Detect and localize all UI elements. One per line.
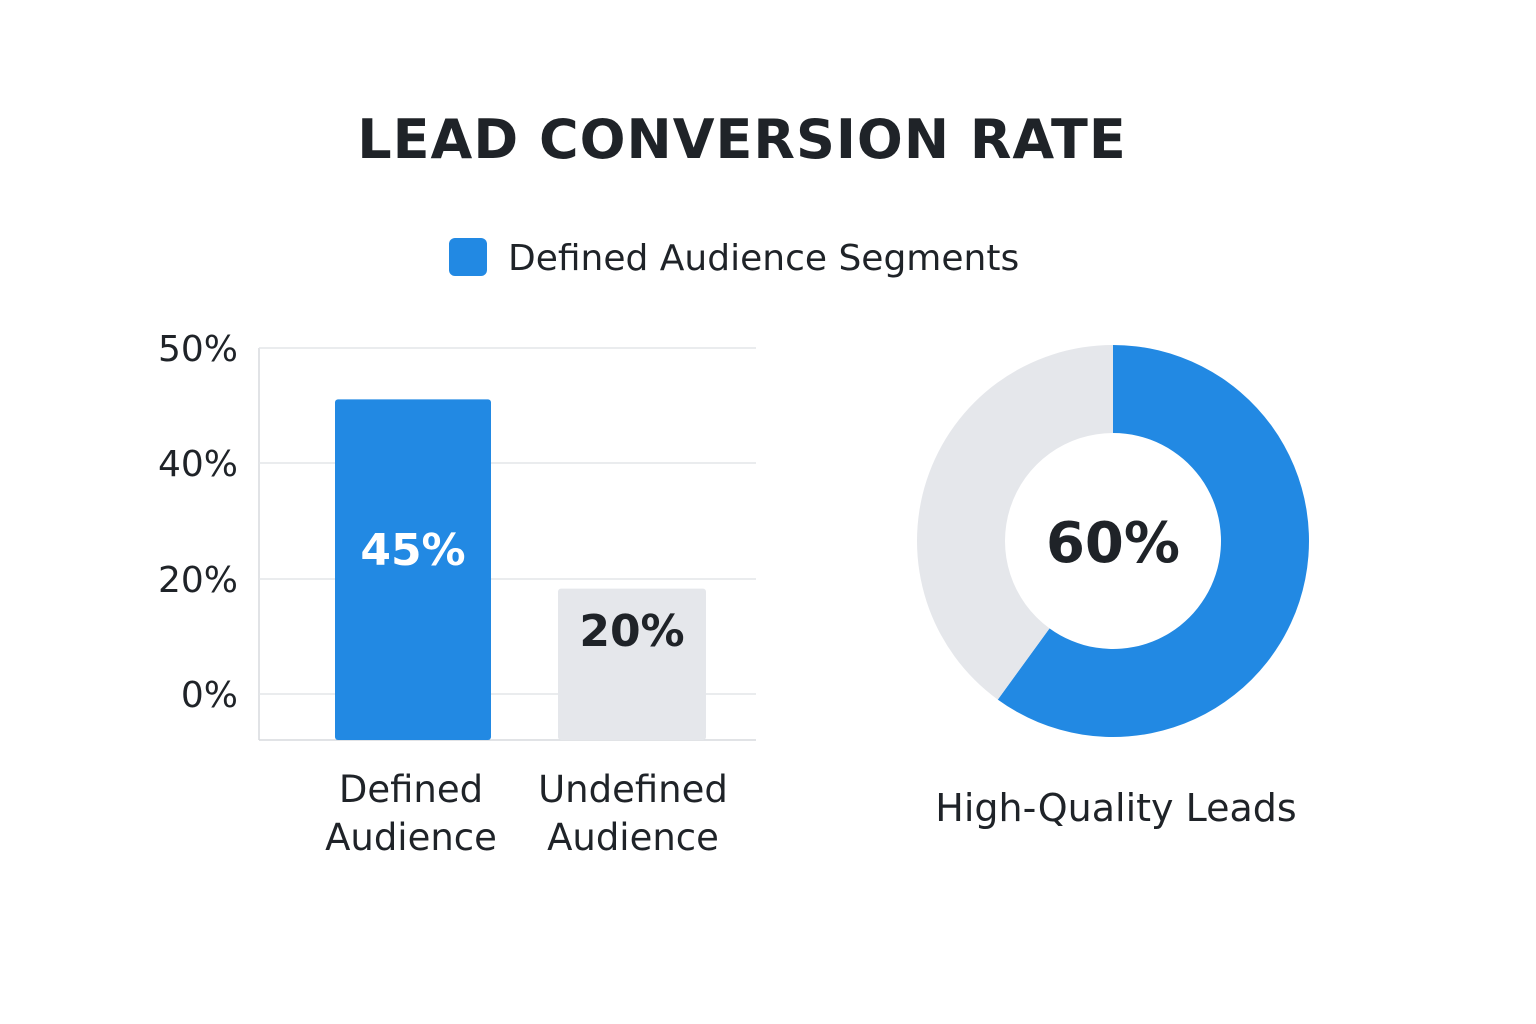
chart-title: LEAD CONVERSION RATE — [357, 108, 1127, 171]
legend-label: Defined Audience Segments — [508, 238, 1019, 279]
x-category-label: Audience — [325, 816, 497, 859]
donut-slices — [917, 345, 1309, 737]
y-axis-ticks: 50% 40% 20% 0% — [158, 329, 238, 716]
x-axis-categories: Defined Audience Undefined Audience — [325, 768, 728, 859]
bar — [558, 588, 706, 740]
x-category-label: Defined — [339, 768, 483, 811]
y-tick-label: 40% — [158, 444, 238, 485]
donut-center-label: 60% — [1046, 511, 1180, 576]
x-category-label: Undefined — [538, 768, 728, 811]
legend-swatch — [449, 238, 487, 276]
y-tick-label: 50% — [158, 329, 238, 370]
bar-value-label: 45% — [360, 525, 465, 576]
donut-slice — [917, 345, 1113, 700]
bar-value-label: 20% — [579, 606, 684, 657]
donut-slice — [997, 345, 1309, 737]
y-tick-label: 0% — [181, 675, 238, 716]
x-category-label: Audience — [547, 816, 719, 859]
y-tick-label: 20% — [158, 560, 238, 601]
bar-marks: 45% 20% — [335, 399, 706, 740]
donut-caption: High-Quality Leads — [935, 786, 1296, 830]
bar — [335, 399, 491, 740]
